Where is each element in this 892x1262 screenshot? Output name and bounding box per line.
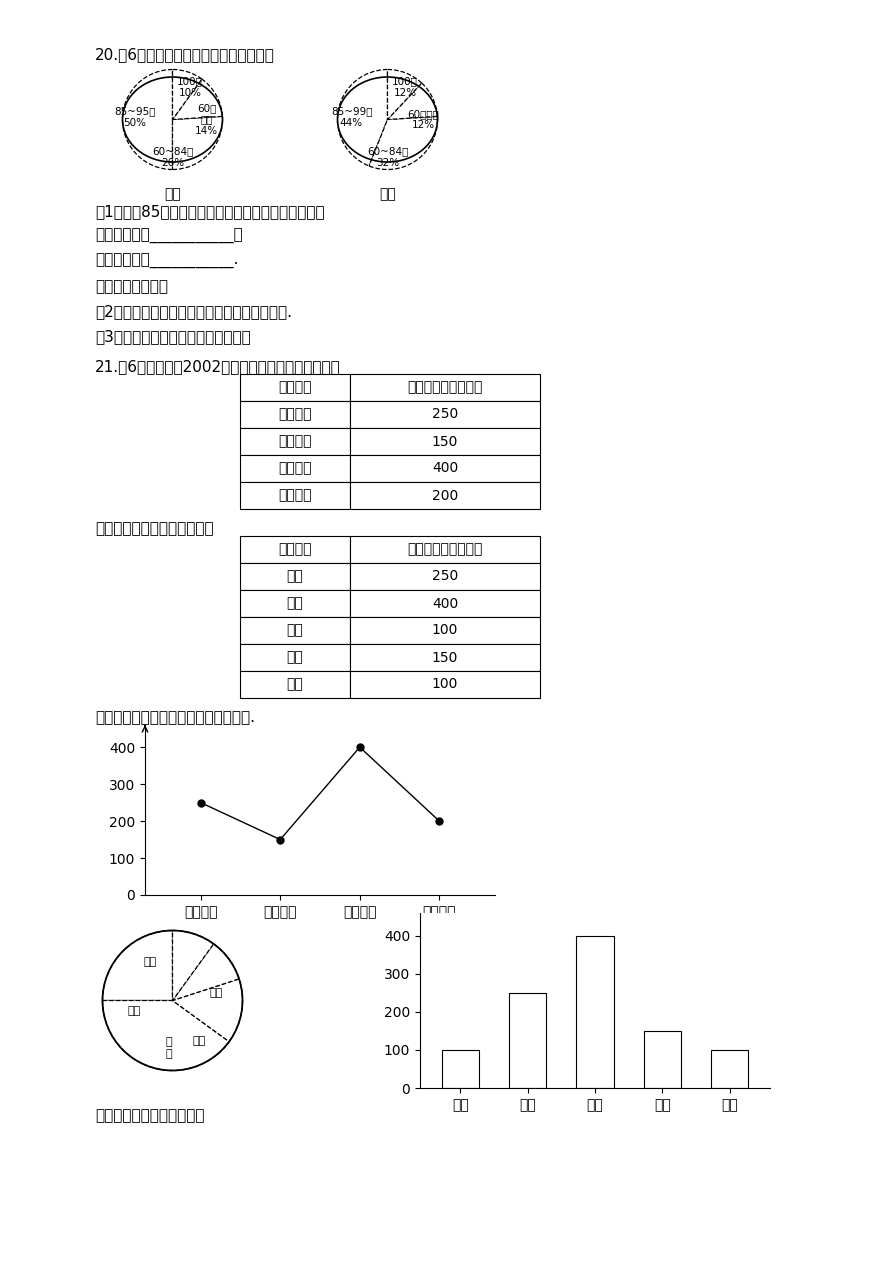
Text: 60~84分
26%: 60~84分 26% [152,146,194,168]
Text: 各种电器: 各种电器 [278,543,311,557]
Bar [350,563,540,591]
Text: 第一季度: 第一季度 [278,408,311,422]
Wedge shape [122,69,172,169]
Text: 400: 400 [432,462,458,476]
Text: 400: 400 [432,597,458,611]
Bar [350,374,540,401]
Wedge shape [172,69,202,120]
Bar [240,617,350,644]
Bar [240,644,350,671]
Text: 二班: 二班 [379,187,396,201]
Bar [350,401,540,428]
Wedge shape [387,69,422,120]
Bar [576,936,614,1088]
Text: 60分
以下
14%: 60分 以下 14% [195,103,218,136]
Text: 第四季度: 第四季度 [278,488,311,502]
Text: 21.（6分）小明到2002年的四个季度的用电量如下：: 21.（6分）小明到2002年的四个季度的用电量如下： [95,358,341,374]
Bar [711,1050,748,1088]
Text: 85~99分
44%: 85~99分 44% [331,106,372,127]
Bar [644,1031,681,1088]
Text: 一班: 一班 [164,187,181,201]
Bar [240,428,350,456]
Text: 用电量（单位：度）: 用电量（单位：度） [408,381,483,395]
Wedge shape [172,979,243,1041]
Bar [240,374,350,401]
Text: 用电量（单位：度）: 用电量（单位：度） [408,543,483,557]
Bar [240,536,350,563]
Text: 季度名称: 季度名称 [278,381,311,395]
Bar [240,482,350,509]
Text: 150: 150 [432,650,458,665]
Wedge shape [172,80,222,120]
Text: 彩电: 彩电 [128,1006,141,1016]
Text: 200: 200 [432,488,458,502]
Text: 哪班的优秀率高？: 哪班的优秀率高？ [95,279,168,294]
Bar [240,591,350,617]
Text: 100: 100 [432,623,458,637]
Bar [350,671,540,698]
Text: （3）这两个班的及格率分别是多少？: （3）这两个班的及格率分别是多少？ [95,329,251,345]
Text: 冰箱: 冰箱 [210,988,222,998]
Text: （1）如果85分以上为优秀，分别计算两班的优秀率：: （1）如果85分以上为优秀，分别计算两班的优秀率： [95,204,325,220]
Text: 冰算: 冰算 [286,597,303,611]
Wedge shape [337,69,387,167]
Wedge shape [103,930,172,1001]
Text: 60分以下
12%: 60分以下 12% [408,109,440,130]
Bar [350,644,540,671]
Wedge shape [387,83,437,120]
Wedge shape [172,116,222,169]
Bar [350,428,540,456]
Text: 250: 250 [432,569,458,583]
Bar [350,536,540,563]
Text: 二班优秀率：___________.: 二班优秀率：___________. [95,254,238,269]
Text: 第二季度: 第二季度 [278,434,311,448]
Text: 20.（6分）下面是两个班的成绩统计图：: 20.（6分）下面是两个班的成绩统计图： [95,47,275,62]
Bar [240,456,350,482]
Text: 250: 250 [432,408,458,422]
Text: 其他: 其他 [193,1036,206,1046]
Bar [350,591,540,617]
Wedge shape [369,116,437,169]
Bar [509,993,546,1088]
Bar [240,671,350,698]
Text: 100分
12%: 100分 12% [392,76,418,97]
Text: 100分
10%: 100分 10% [178,76,203,97]
Text: 150: 150 [432,434,458,448]
Bar [240,401,350,428]
Text: 空调: 空调 [286,569,303,583]
Bar [350,482,540,509]
Text: 一班优秀率：___________；: 一班优秀率：___________； [95,228,243,244]
Text: 其他: 其他 [286,678,303,692]
Wedge shape [172,930,214,1001]
Text: （2）指出一班人数最多的扇形的圆心角的度数.: （2）指出一班人数最多的扇形的圆心角的度数. [95,304,292,319]
Text: 第三季度: 第三季度 [278,462,311,476]
Text: 85~95分
50%: 85~95分 50% [114,106,156,127]
Text: 小明根据上面的数据制成下面的统计图.: 小明根据上面的数据制成下面的统计图. [95,711,255,724]
Wedge shape [103,1001,229,1070]
Text: 彩电: 彩电 [286,650,303,665]
Text: 根据以上三幅统计图回答：: 根据以上三幅统计图回答： [95,1108,204,1123]
Text: 空调: 空调 [144,957,157,967]
Text: 其中各种电器用电量如下表：: 其中各种电器用电量如下表： [95,521,213,536]
Bar [350,456,540,482]
Bar [240,563,350,591]
Text: 60~84分
32%: 60~84分 32% [367,146,409,168]
Bar [350,617,540,644]
Text: 照明: 照明 [286,623,303,637]
Wedge shape [172,944,239,1001]
Text: 100: 100 [432,678,458,692]
Bar [442,1050,479,1088]
Text: 照
明: 照 明 [166,1037,172,1059]
